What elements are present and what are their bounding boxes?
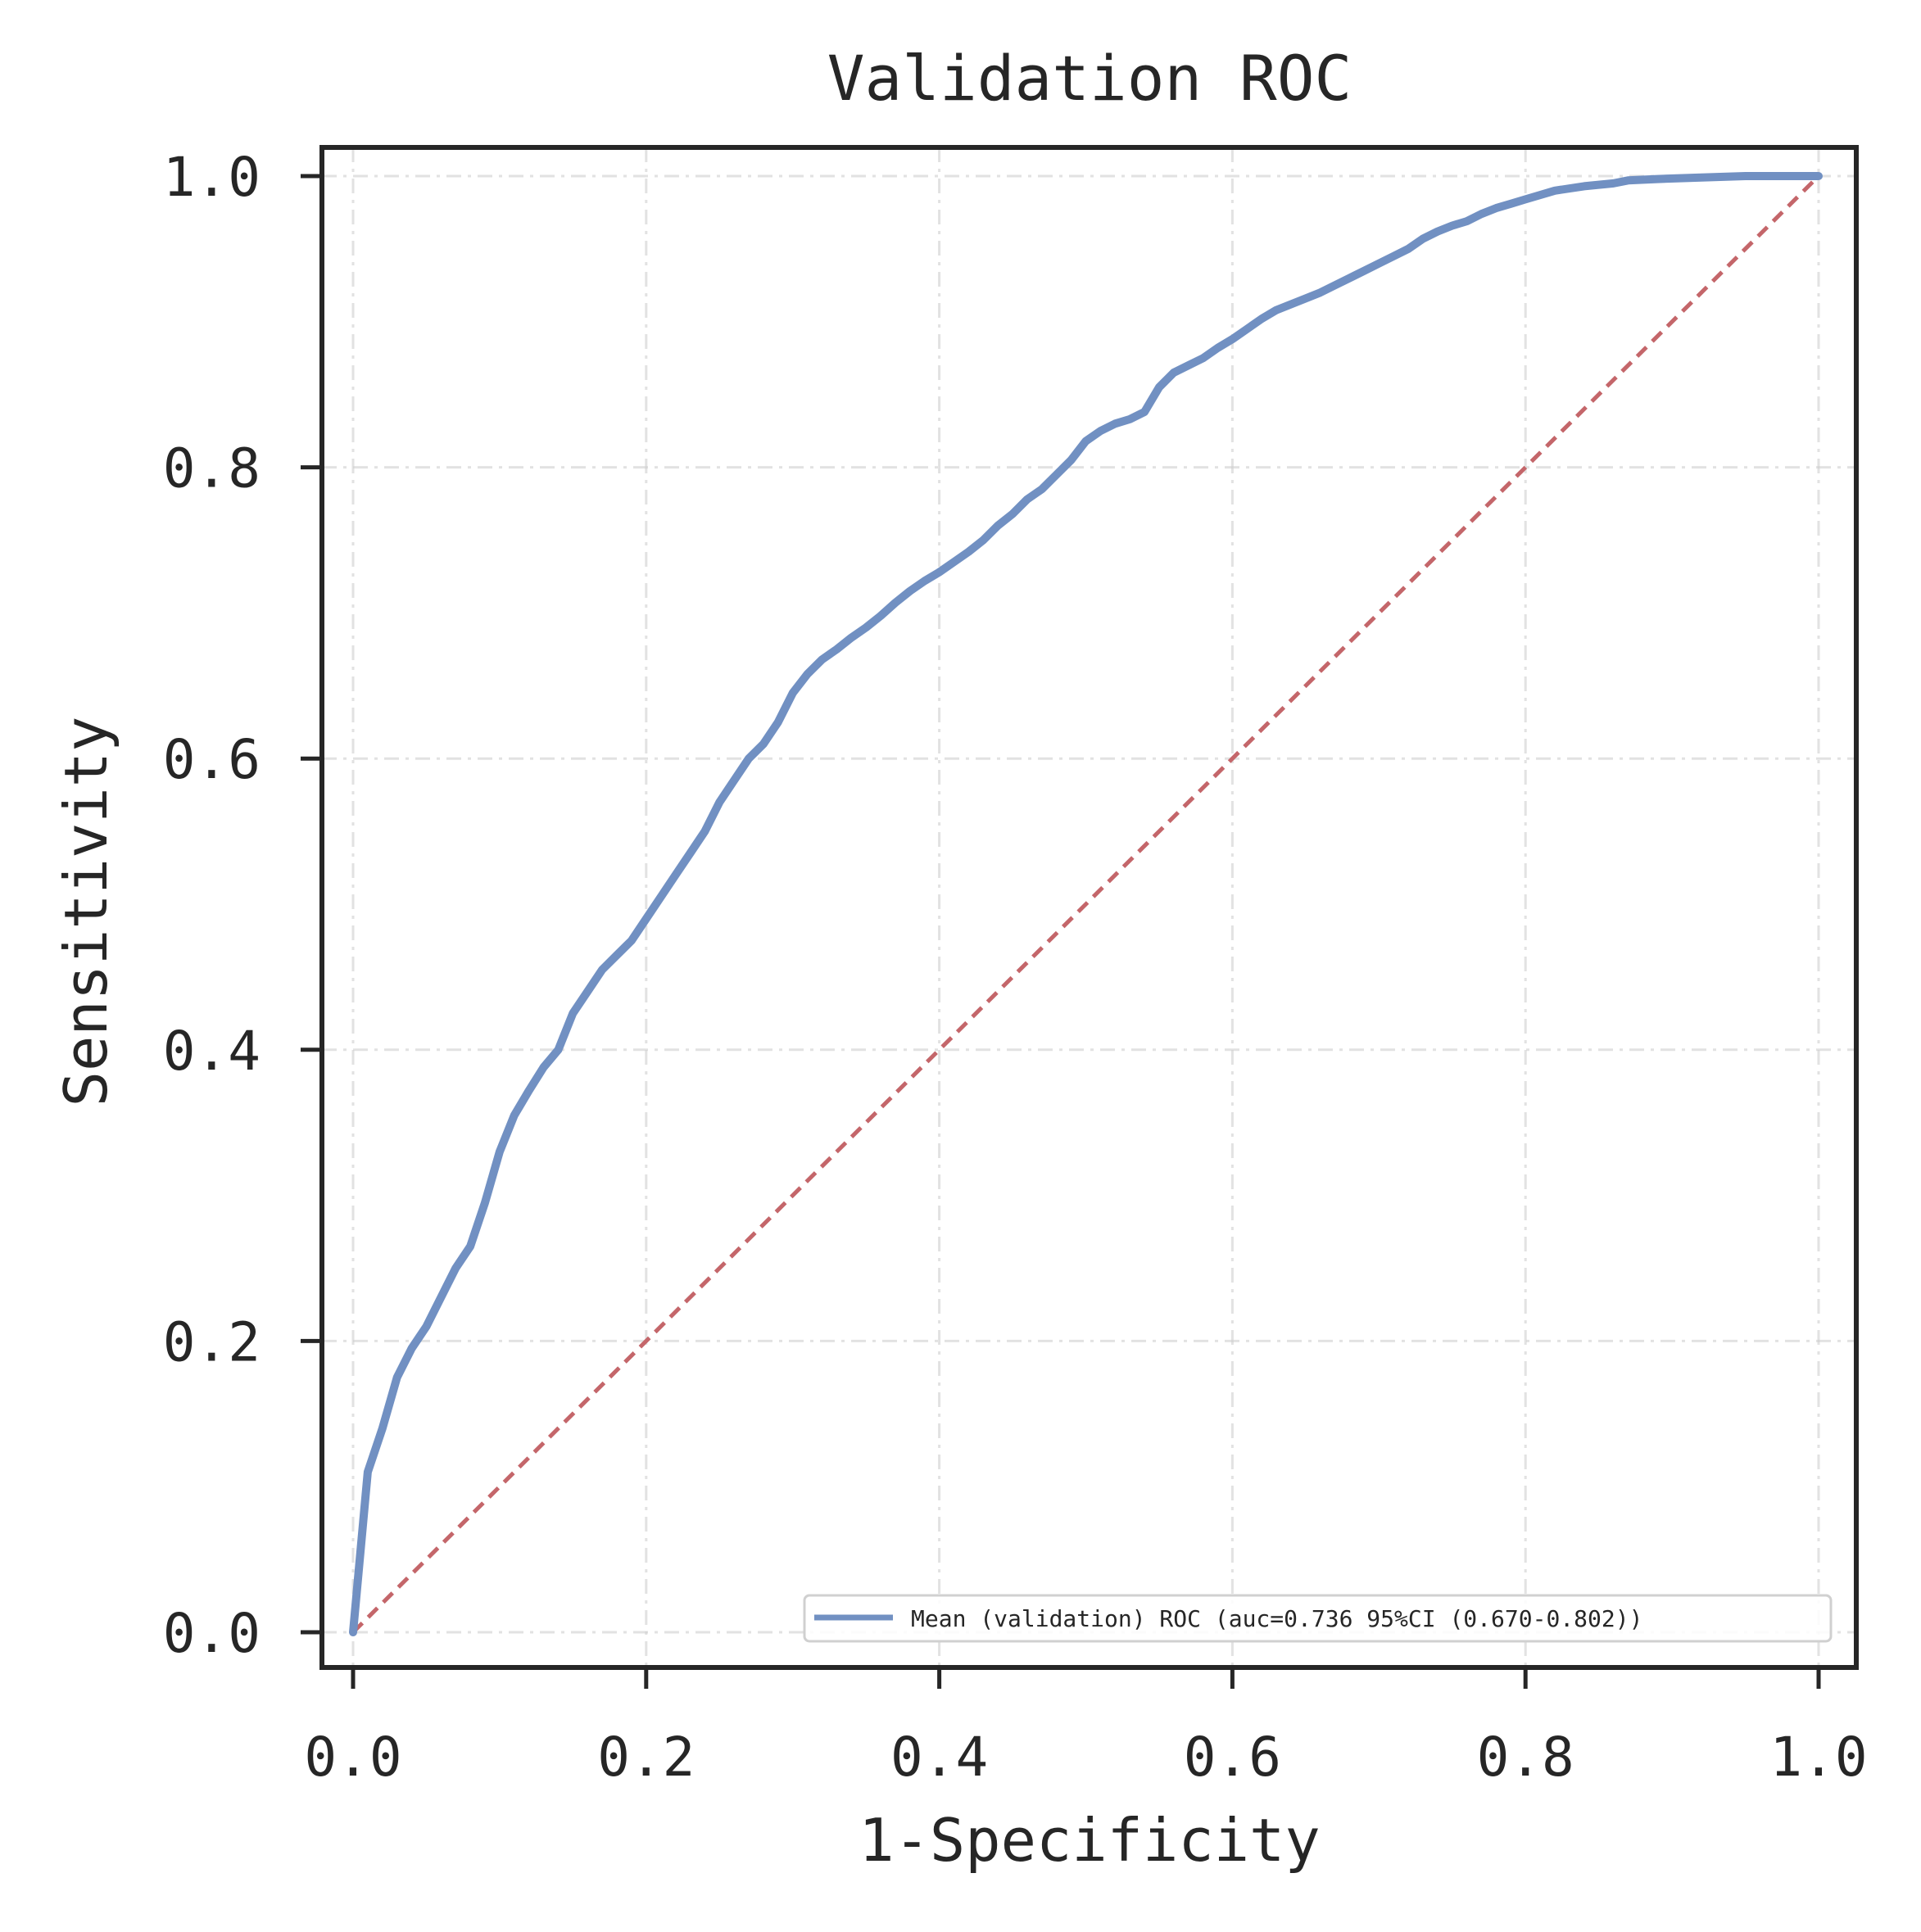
- y-tick-label: 0.2: [163, 1310, 261, 1373]
- y-tick-label: 0.4: [163, 1020, 261, 1083]
- y-tick-label: 0.6: [163, 728, 261, 791]
- chart-title: Validation ROC: [827, 42, 1352, 115]
- x-tick-label: 0.4: [890, 1726, 988, 1789]
- y-tick-label: 0.0: [163, 1602, 261, 1665]
- y-axis-ticks: 0.0 0.2 0.4 0.6 0.8 1.0: [163, 146, 322, 1665]
- y-tick-label: 1.0: [163, 146, 261, 209]
- plot-frame: [319, 145, 1859, 1670]
- x-tick-label: 0.8: [1477, 1726, 1574, 1789]
- x-tick-label: 0.6: [1184, 1726, 1281, 1789]
- x-tick-label: 1.0: [1769, 1726, 1867, 1789]
- x-tick-label: 0.2: [597, 1726, 695, 1789]
- chance-diagonal-line: [351, 174, 1820, 1634]
- chance-line-layer: [351, 174, 1820, 1634]
- roc-curve-layer: [349, 172, 1823, 1636]
- grid-lines: [322, 147, 1856, 1667]
- y-axis-label: Sensitivity: [52, 717, 120, 1107]
- legend-box: [803, 1594, 1833, 1643]
- y-tick-label: 0.8: [163, 437, 261, 500]
- legend: Mean (validation) ROC (auc=0.736 95%CI (…: [803, 1594, 1833, 1643]
- mean-roc-curve: [349, 172, 1823, 1636]
- x-axis-ticks: 0.0 0.2 0.4 0.6 0.8 1.0: [304, 1667, 1868, 1789]
- x-axis-label: 1-Specificity: [859, 1806, 1321, 1875]
- legend-label: Mean (validation) ROC (auc=0.736 95%CI (…: [911, 1605, 1642, 1632]
- x-tick-label: 0.0: [304, 1726, 401, 1789]
